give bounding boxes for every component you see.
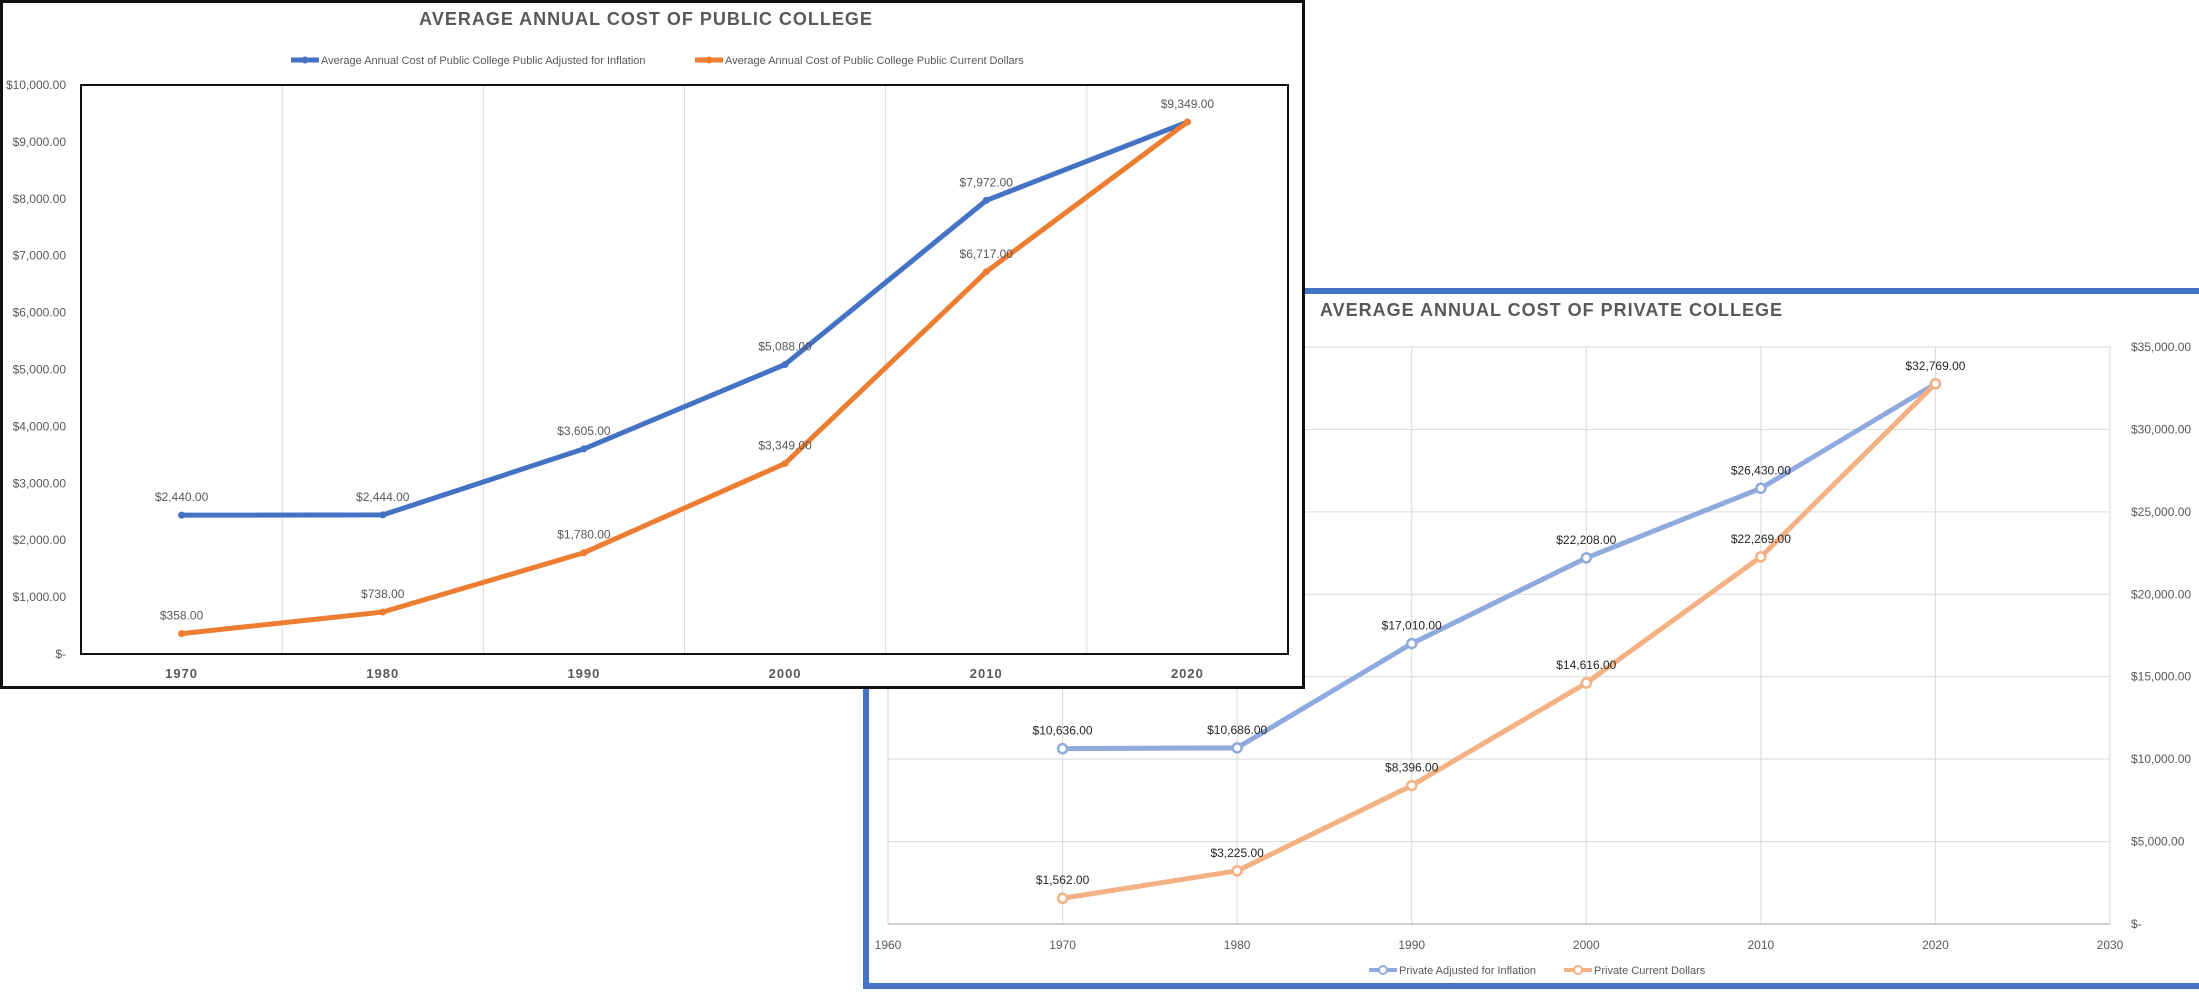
public-data-point: [781, 459, 789, 467]
private-y-tick-label: $10,000.00: [2131, 752, 2191, 766]
public-y-tick-label: $7,000.00: [13, 249, 67, 263]
private-data-point: [1755, 482, 1767, 495]
private-y-tick-label: $5,000.00: [2131, 835, 2185, 849]
public-y-tick-label: $5,000.00: [13, 363, 67, 377]
private-x-tick-label: 1990: [1398, 938, 1425, 952]
private-series-line-0: [1062, 381, 1937, 752]
public-data-point: [982, 268, 990, 276]
public-data-point: [781, 360, 789, 368]
public-plot-border: [80, 84, 1289, 655]
public-legend-marker: [301, 56, 309, 64]
public-x-tick-label: 2000: [769, 666, 802, 681]
private-data-point: [1405, 637, 1418, 650]
private-data-point: [1231, 742, 1243, 754]
public-data-label: $3,605.00: [557, 424, 611, 438]
public-legend-label: Average Annual Cost of Public College Pu…: [725, 55, 1024, 67]
public-series-line-1: [181, 120, 1189, 637]
private-data-label: $14,616.00: [1556, 658, 1616, 672]
private-data-label: $10,686.00: [1207, 723, 1267, 737]
private-data-label: $26,430.00: [1731, 463, 1791, 477]
private-data-point: [1056, 892, 1069, 904]
public-data-label: $738.00: [361, 587, 405, 601]
private-data-label: $22,208.00: [1556, 533, 1616, 547]
public-data-point: [178, 511, 186, 519]
private-data-point: [1405, 779, 1418, 792]
public-data-point: [379, 608, 387, 616]
private-data-point: [1580, 552, 1593, 564]
public-y-tick-label: $-: [55, 647, 66, 661]
private-data-point: [1231, 865, 1243, 877]
private-series-line-1: [1062, 382, 1938, 901]
private-data-point: [1755, 551, 1767, 563]
public-x-tick-label: 1980: [366, 666, 399, 681]
public-data-point: [1183, 118, 1191, 126]
public-legend-label: Average Annual Cost of Public College Pu…: [321, 55, 646, 67]
private-legend-marker: [1573, 965, 1583, 975]
private-data-point: [1929, 378, 1942, 390]
public-data-label: $3,349.00: [758, 438, 812, 452]
public-x-tick-label: 2020: [1171, 666, 1204, 681]
public-series-line-0: [181, 119, 1189, 518]
private-legend-label: Private Current Dollars: [1594, 965, 1706, 977]
public-y-tick-label: $2,000.00: [13, 533, 67, 547]
public-y-tick-label: $9,000.00: [13, 135, 67, 149]
public-data-label: $9,349.00: [1161, 97, 1215, 111]
public-y-tick-label: $6,000.00: [13, 306, 67, 320]
private-x-tick-label: 1960: [875, 938, 902, 952]
private-legend-marker: [1378, 965, 1388, 975]
public-data-label: $358.00: [160, 609, 204, 623]
private-y-tick-label: $20,000.00: [2131, 587, 2191, 601]
private-data-label: $32,769.00: [1905, 359, 1965, 373]
private-x-tick-label: 1980: [1224, 938, 1251, 952]
private-data-label: $17,010.00: [1382, 619, 1442, 633]
public-y-tick-label: $1,000.00: [13, 590, 67, 604]
private-data-label: $3,225.00: [1210, 846, 1264, 860]
public-data-label: $5,088.00: [758, 339, 812, 353]
public-chart-title: AVERAGE ANNUAL COST OF PUBLIC COLLEGE: [419, 9, 873, 29]
public-data-label: $2,444.00: [356, 490, 410, 504]
public-y-tick-label: $3,000.00: [13, 476, 67, 490]
public-data-label: $2,440.00: [155, 490, 209, 504]
private-data-label: $10,636.00: [1033, 724, 1093, 738]
public-data-point: [379, 511, 387, 519]
public-data-label: $7,972.00: [960, 175, 1014, 189]
private-data-point: [1580, 677, 1593, 689]
public-college-chart: AVERAGE ANNUAL COST OF PUBLIC COLLEGE $-…: [6, 9, 1289, 681]
private-college-chart: AVERAGE ANNUAL COST OF PRIVATE COLLEGE $…: [875, 300, 2192, 977]
private-data-label: $22,269.00: [1731, 532, 1791, 546]
private-x-tick-label: 2020: [1922, 938, 1949, 952]
public-data-point: [178, 630, 186, 638]
public-y-tick-label: $8,000.00: [13, 192, 67, 206]
public-data-label: $1,780.00: [557, 528, 611, 542]
public-y-tick-label: $10,000.00: [6, 78, 66, 92]
private-data-label: $8,396.00: [1385, 761, 1439, 775]
public-legend-marker: [705, 56, 713, 64]
public-x-tick-label: 1990: [567, 666, 600, 681]
public-data-point: [982, 196, 990, 204]
public-x-tick-label: 1970: [165, 666, 198, 681]
private-x-tick-label: 2010: [1748, 938, 1775, 952]
private-y-tick-label: $35,000.00: [2131, 340, 2191, 354]
private-data-point: [1056, 742, 1069, 755]
private-data-label: $1,562.00: [1036, 873, 1090, 887]
private-y-tick-label: $15,000.00: [2131, 670, 2191, 684]
public-y-tick-label: $4,000.00: [13, 419, 67, 433]
private-x-tick-label: 1970: [1049, 938, 1076, 952]
private-legend-label: Private Adjusted for Inflation: [1399, 965, 1536, 977]
public-college-chart-panel: AVERAGE ANNUAL COST OF PUBLIC COLLEGE $-…: [0, 0, 1305, 689]
private-y-tick-label: $25,000.00: [2131, 505, 2191, 519]
private-x-tick-label: 2000: [1573, 938, 1600, 952]
public-data-point: [580, 445, 588, 453]
public-data-point: [580, 549, 588, 557]
private-chart-title: AVERAGE ANNUAL COST OF PRIVATE COLLEGE: [1320, 300, 1783, 320]
private-y-tick-label: $30,000.00: [2131, 422, 2191, 436]
private-y-tick-label: $-: [2131, 917, 2142, 931]
private-x-tick-label: 2030: [2097, 938, 2124, 952]
public-x-tick-label: 2010: [970, 666, 1003, 681]
public-data-label: $6,717.00: [960, 247, 1014, 261]
